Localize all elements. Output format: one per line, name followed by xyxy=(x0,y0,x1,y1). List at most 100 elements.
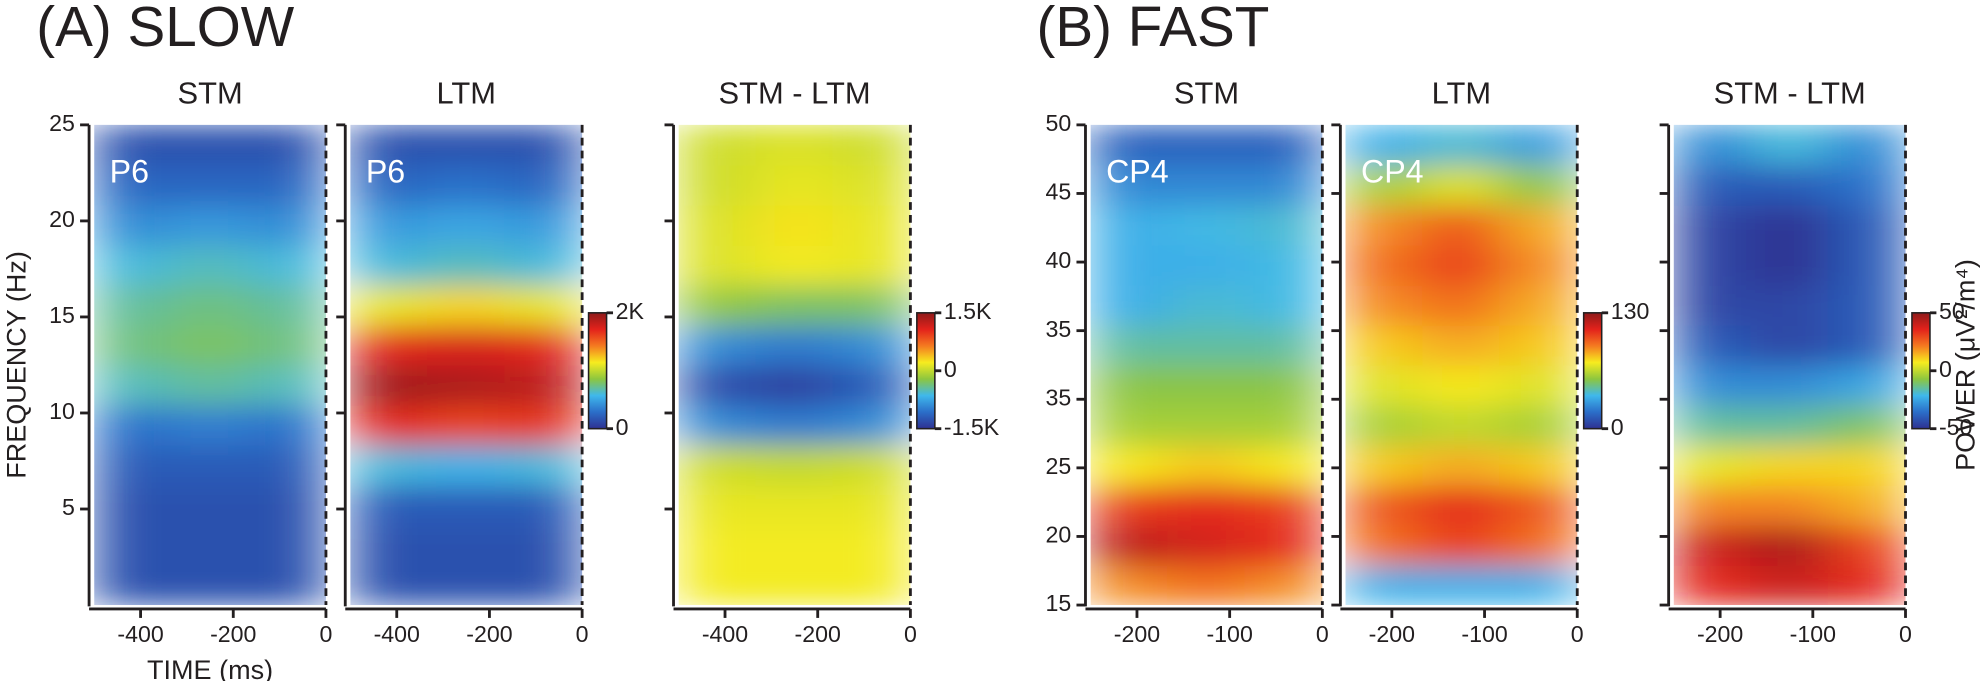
heatmap-cell xyxy=(678,484,757,526)
heatmap-cell xyxy=(1750,244,1829,286)
heatmap-cell xyxy=(1244,484,1323,526)
heatmap-cell xyxy=(678,404,757,446)
heatmap-cell xyxy=(1090,204,1169,246)
heatmap-cell xyxy=(1167,444,1246,486)
heatmap-cell xyxy=(1827,444,1906,486)
heatmap-cell xyxy=(1244,284,1323,326)
x-tick-label: 0 xyxy=(904,621,917,647)
panel-title: LTM xyxy=(1432,75,1491,110)
heatmap-cell xyxy=(678,204,757,246)
heatmap-cell xyxy=(678,244,757,286)
y-axis-label: FREQUENCY (Hz) xyxy=(1,251,31,479)
colorbar-tick-label: -1.5K xyxy=(944,414,1000,440)
heatmap-cell xyxy=(832,484,911,526)
heatmap-cell xyxy=(504,324,583,366)
heatmap-cell xyxy=(1827,404,1906,446)
heatmap-cell xyxy=(1750,444,1829,486)
heatmap-cell xyxy=(1090,324,1169,366)
heatmap-cell xyxy=(1499,484,1578,526)
heatmap-cell xyxy=(94,164,173,206)
x-tick-label: -100 xyxy=(1790,621,1836,647)
heatmap-cells xyxy=(94,124,326,606)
heatmap-cell xyxy=(170,404,250,446)
x-tick-label: -400 xyxy=(117,621,163,647)
y-tick-label: 25 xyxy=(49,110,75,136)
heatmap-cell xyxy=(1827,284,1906,326)
heatmap-cell xyxy=(1345,364,1424,406)
heatmap-cell xyxy=(170,244,250,286)
heatmap-cell xyxy=(1167,204,1246,246)
heatmap-cell xyxy=(248,444,326,486)
heatmap-cell xyxy=(832,564,911,606)
heatmap-cell xyxy=(1345,524,1424,566)
colorbar-tick-label: 2K xyxy=(616,298,645,324)
heatmap-cell xyxy=(504,284,583,326)
heatmap-cell xyxy=(1673,484,1752,526)
x-tick-label: 0 xyxy=(1571,621,1584,647)
heatmap-cell xyxy=(1090,444,1169,486)
heatmap-cell xyxy=(755,164,834,206)
heatmap-cell xyxy=(1244,444,1323,486)
heatmap-cell xyxy=(832,244,911,286)
panel-title: STM xyxy=(177,75,242,110)
heatmap xyxy=(1673,124,1906,606)
panel-title: STM - LTM xyxy=(718,75,870,110)
heatmap-cell xyxy=(1673,244,1752,286)
heatmap-cell xyxy=(1422,364,1501,406)
heatmap-cell xyxy=(248,204,326,246)
heatmap-cell xyxy=(1750,164,1829,206)
heatmap-cell xyxy=(1090,564,1169,606)
heatmap-cells xyxy=(1673,124,1906,606)
heatmap-cell xyxy=(504,524,583,566)
y-tick-label: 35 xyxy=(1046,316,1072,342)
x-tick-label: 0 xyxy=(1899,621,1912,647)
heatmap-cell xyxy=(678,284,757,326)
heatmap-cell xyxy=(1422,284,1501,326)
heatmap-cell xyxy=(1750,284,1829,326)
colorbar-tick-label: 0 xyxy=(944,356,957,382)
x-tick-label: 0 xyxy=(1316,621,1329,647)
heatmap-cell xyxy=(1673,164,1752,206)
heatmap-cell xyxy=(94,364,173,406)
heatmap-cell xyxy=(678,564,757,606)
heatmap xyxy=(350,124,583,606)
heatmap-cell xyxy=(832,204,911,246)
heatmap-cell xyxy=(1499,404,1578,446)
heatmap-cell xyxy=(755,324,834,366)
heatmap-cell xyxy=(832,284,911,326)
colorbar-tick-label: 50 xyxy=(1939,298,1965,324)
heatmap-cell xyxy=(248,564,326,606)
heatmap-cell xyxy=(1090,484,1169,526)
heatmap-cell xyxy=(1345,404,1424,446)
heatmap-cell xyxy=(678,444,757,486)
heatmap-cell xyxy=(248,404,326,446)
heatmap-cell xyxy=(755,364,834,406)
heatmap-cell xyxy=(1827,164,1906,206)
channel-label: P6 xyxy=(366,153,405,189)
heatmap-cell xyxy=(678,324,757,366)
heatmap-cell xyxy=(1499,524,1578,566)
heatmap-cell xyxy=(427,164,506,206)
heatmap-cell xyxy=(1673,204,1752,246)
heatmap-cell xyxy=(94,404,173,446)
heatmap-cell xyxy=(832,444,911,486)
x-tick-label: 0 xyxy=(576,621,589,647)
heatmap-cell xyxy=(350,204,429,246)
panel-title: LTM xyxy=(437,75,496,110)
heatmap-cell xyxy=(1422,484,1501,526)
heatmap-cell xyxy=(1422,444,1501,486)
heatmap-cell xyxy=(1167,484,1246,526)
heatmap-cell xyxy=(94,564,173,606)
heatmap-cell xyxy=(755,564,834,606)
x-tick-label: -200 xyxy=(1369,621,1415,647)
heatmap-cell xyxy=(350,164,429,206)
panel-title: STM - LTM xyxy=(1714,75,1866,110)
heatmap-cell xyxy=(94,484,173,526)
x-tick-label: -100 xyxy=(1461,621,1507,647)
colorbar-tick-label: 0 xyxy=(1611,414,1624,440)
heatmap-cell xyxy=(1750,364,1829,406)
heatmap-cell xyxy=(832,404,911,446)
heatmap-cell xyxy=(248,324,326,366)
heatmap-cell xyxy=(94,524,173,566)
heatmap-cell xyxy=(832,124,911,166)
